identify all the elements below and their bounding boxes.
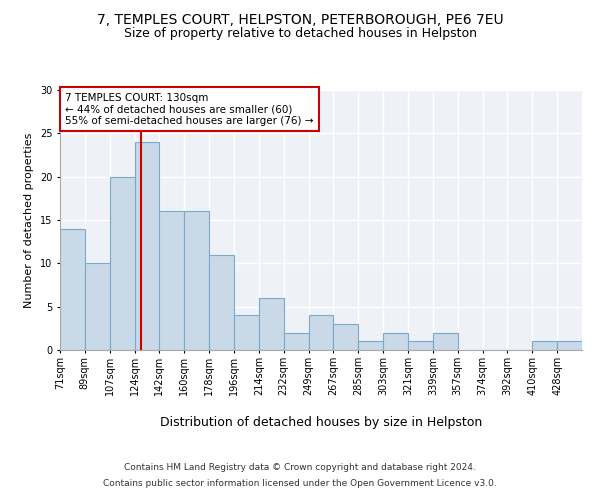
Bar bbox=[160, 212, 184, 350]
Bar bbox=[60, 228, 85, 350]
Text: 7 TEMPLES COURT: 130sqm
← 44% of detached houses are smaller (60)
55% of semi-de: 7 TEMPLES COURT: 130sqm ← 44% of detache… bbox=[65, 92, 314, 126]
Text: Size of property relative to detached houses in Helpston: Size of property relative to detached ho… bbox=[124, 28, 476, 40]
Bar bbox=[284, 332, 308, 350]
Y-axis label: Number of detached properties: Number of detached properties bbox=[25, 132, 34, 308]
Bar bbox=[334, 324, 358, 350]
Text: Contains public sector information licensed under the Open Government Licence v3: Contains public sector information licen… bbox=[103, 478, 497, 488]
Bar bbox=[110, 176, 134, 350]
Bar bbox=[383, 332, 408, 350]
Text: Contains HM Land Registry data © Crown copyright and database right 2024.: Contains HM Land Registry data © Crown c… bbox=[124, 464, 476, 472]
Bar bbox=[134, 142, 160, 350]
Bar bbox=[234, 316, 259, 350]
Text: Distribution of detached houses by size in Helpston: Distribution of detached houses by size … bbox=[160, 416, 482, 429]
Bar bbox=[259, 298, 284, 350]
Bar bbox=[433, 332, 458, 350]
Bar bbox=[358, 342, 383, 350]
Text: 7, TEMPLES COURT, HELPSTON, PETERBOROUGH, PE6 7EU: 7, TEMPLES COURT, HELPSTON, PETERBOROUGH… bbox=[97, 12, 503, 26]
Bar bbox=[308, 316, 334, 350]
Bar bbox=[557, 342, 582, 350]
Bar bbox=[184, 212, 209, 350]
Bar bbox=[408, 342, 433, 350]
Bar bbox=[209, 254, 234, 350]
Bar bbox=[532, 342, 557, 350]
Bar bbox=[85, 264, 110, 350]
